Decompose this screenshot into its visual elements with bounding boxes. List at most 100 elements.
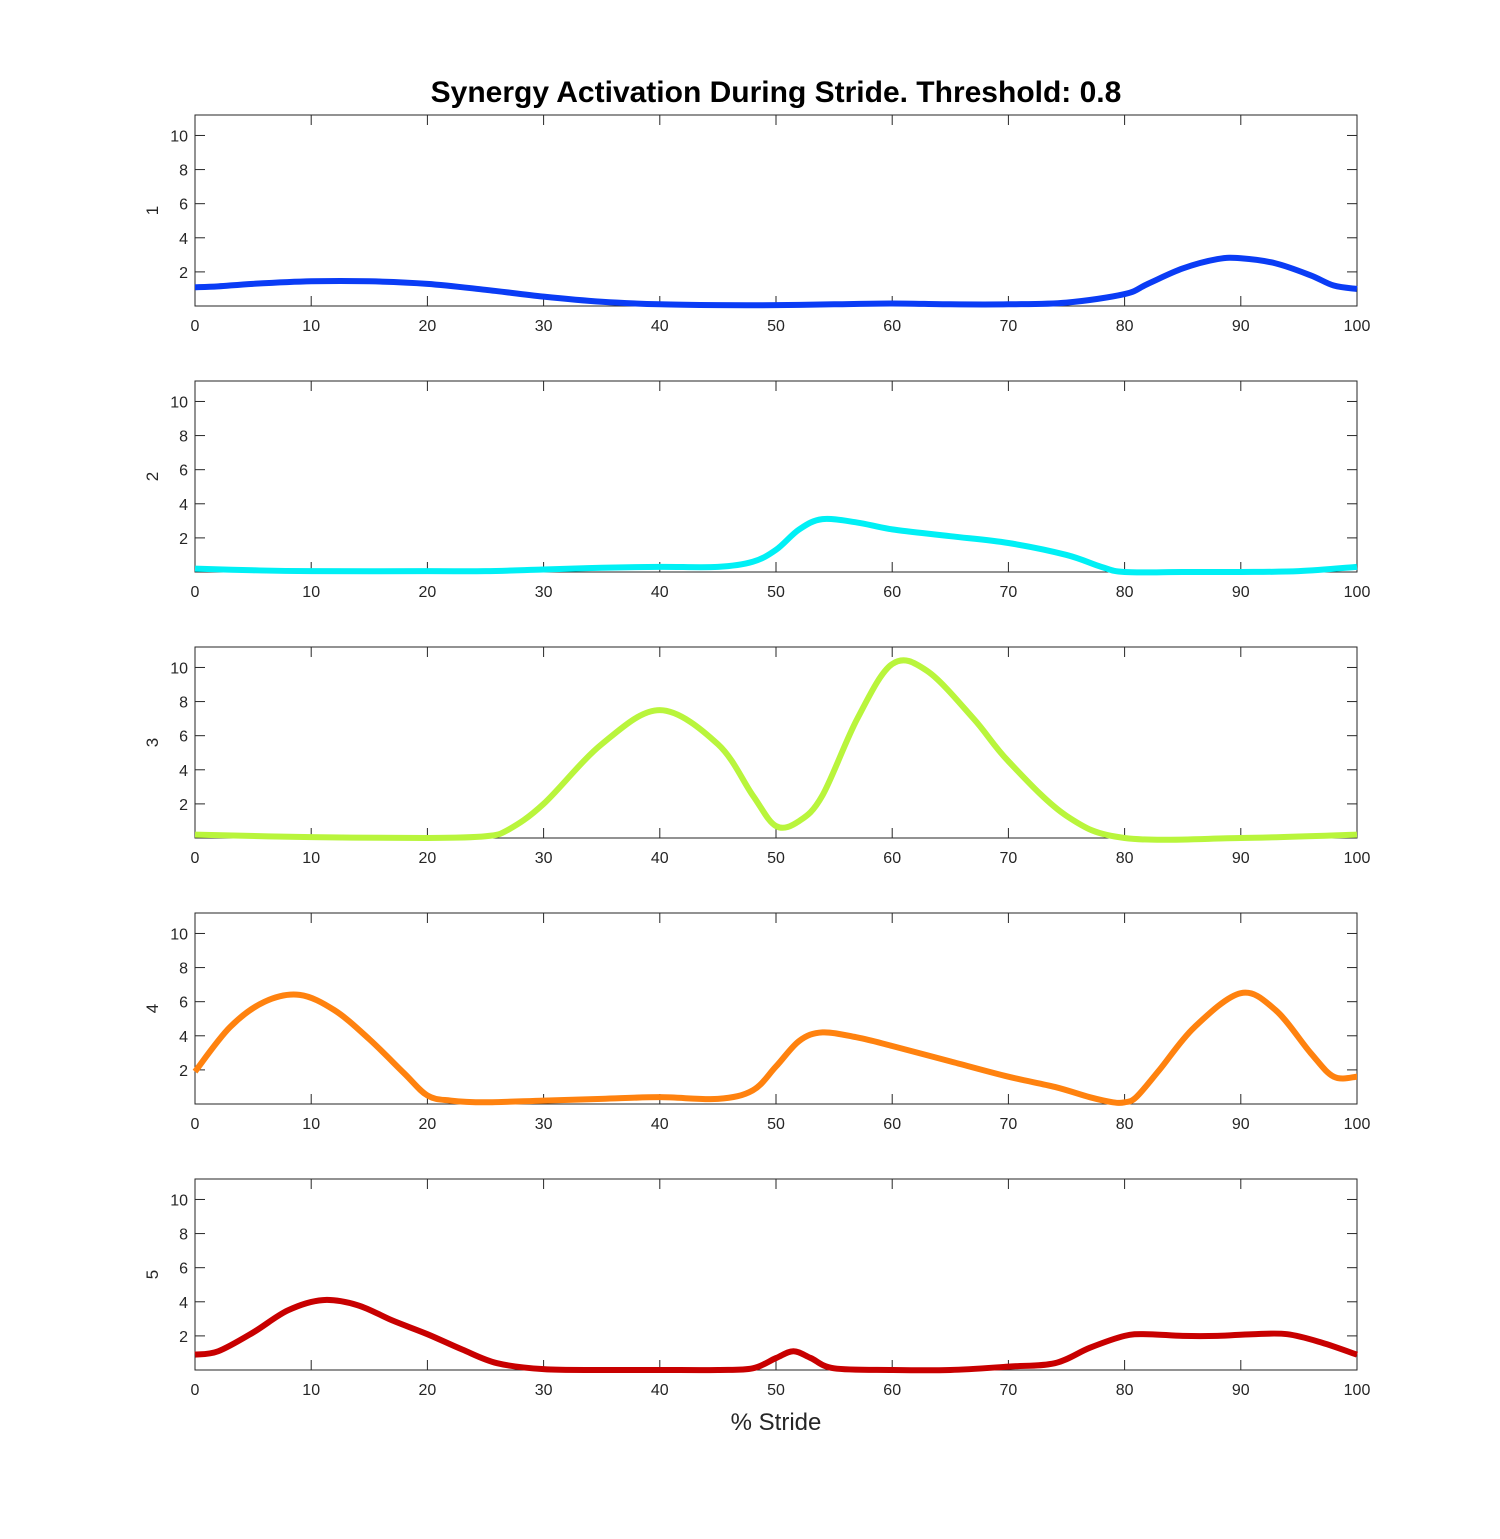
x-tick-label: 100 [1344, 1116, 1371, 1133]
series-line-4 [192, 989, 1358, 1106]
axes-frame [194, 646, 1358, 839]
x-tick-label: 10 [302, 318, 320, 335]
x-tick-label: 80 [1116, 850, 1134, 867]
x-tick-label: 50 [767, 850, 785, 867]
x-tick-label: 80 [1116, 1382, 1134, 1399]
x-tick-label: 60 [883, 1382, 901, 1399]
x-tick-label: 10 [302, 850, 320, 867]
y-tick-label: 4 [179, 497, 188, 514]
x-tick-label: 50 [767, 584, 785, 601]
x-tick-label: 50 [767, 1382, 785, 1399]
x-tick-label: 0 [191, 318, 200, 335]
x-tick-label: 50 [767, 318, 785, 335]
x-tick-label: 90 [1232, 318, 1250, 335]
y-tick-label: 6 [179, 463, 188, 480]
series-line-3 [194, 657, 1358, 843]
x-tick-label: 30 [535, 584, 553, 601]
subplot-5: 0 10 20 30 40 50 60 70 80 90 100 2 4 6 8 10 5 [143, 1178, 1371, 1399]
x-tick-label: 70 [1000, 318, 1018, 335]
x-tick-label: 20 [419, 584, 437, 601]
y-tick-label: 6 [179, 197, 188, 214]
y-tick-label: 4 [179, 1029, 188, 1046]
x-tick-label: 10 [302, 584, 320, 601]
x-tick-label: 30 [535, 318, 553, 335]
y-tick-label: 2 [179, 1329, 188, 1346]
x-tick-label: 30 [535, 1116, 553, 1133]
x-tick-label: 70 [1000, 850, 1018, 867]
x-tick-label: 80 [1116, 1116, 1134, 1133]
series-line-2 [194, 515, 1358, 576]
x-tick-label: 0 [191, 850, 200, 867]
x-tick-label: 10 [302, 1116, 320, 1133]
y-axis-label: 5 [143, 1270, 162, 1279]
x-tick-label: 40 [651, 1382, 669, 1399]
y-tick-label: 4 [179, 231, 188, 248]
x-tick-label: 60 [883, 1116, 901, 1133]
x-tick-label: 0 [191, 1382, 200, 1399]
x-tick-label: 90 [1232, 584, 1250, 601]
axes-frame [194, 912, 1358, 1105]
y-tick-label: 10 [170, 394, 188, 411]
x-tick-label: 60 [883, 318, 901, 335]
y-axis-label: 2 [143, 472, 162, 481]
y-axis-label: 3 [143, 738, 162, 747]
x-tick-label: 60 [883, 584, 901, 601]
y-tick-label: 10 [170, 1192, 188, 1209]
x-tick-label: 70 [1000, 1116, 1018, 1133]
y-tick-label: 6 [179, 1261, 188, 1278]
y-axis-label: 4 [143, 1004, 162, 1013]
subplot-2: 0 10 20 30 40 50 60 70 80 90 100 2 4 6 8 10 2 [143, 380, 1371, 601]
y-tick-label: 2 [179, 1063, 188, 1080]
x-tick-label: 20 [419, 1116, 437, 1133]
axes-frame [194, 1178, 1358, 1371]
y-tick-label: 4 [179, 1295, 188, 1312]
x-axis-label: % Stride [731, 1409, 822, 1436]
y-tick-label: 10 [170, 926, 188, 943]
x-tick-label: 20 [419, 1382, 437, 1399]
y-tick-label: 6 [179, 995, 188, 1012]
y-tick-label: 2 [179, 265, 188, 282]
x-tick-label: 100 [1344, 1382, 1371, 1399]
y-tick-label: 8 [179, 429, 188, 446]
x-tick-label: 20 [419, 850, 437, 867]
x-tick-label: 80 [1116, 584, 1134, 601]
x-tick-label: 90 [1232, 1116, 1250, 1133]
x-tick-label: 60 [883, 850, 901, 867]
x-tick-label: 70 [1000, 1382, 1018, 1399]
y-tick-label: 6 [179, 729, 188, 746]
x-tick-label: 40 [651, 1116, 669, 1133]
y-tick-label: 4 [179, 763, 188, 780]
y-tick-label: 2 [179, 797, 188, 814]
y-tick-label: 8 [179, 1227, 188, 1244]
x-tick-label: 20 [419, 318, 437, 335]
x-tick-label: 0 [191, 584, 200, 601]
x-tick-label: 10 [302, 1382, 320, 1399]
x-tick-label: 30 [535, 850, 553, 867]
subplot-4: 0 10 20 30 40 50 60 70 80 90 100 2 4 6 8 10 4 [143, 912, 1371, 1133]
x-tick-label: 50 [767, 1116, 785, 1133]
x-tick-label: 100 [1344, 850, 1371, 867]
axes-frame [194, 380, 1358, 573]
y-tick-label: 8 [179, 695, 188, 712]
x-tick-label: 80 [1116, 318, 1134, 335]
y-tick-label: 8 [179, 961, 188, 978]
x-tick-label: 40 [651, 318, 669, 335]
y-axis-label: 1 [143, 206, 162, 215]
axes-frame [194, 114, 1358, 307]
x-tick-label: 0 [191, 1116, 200, 1133]
y-tick-label: 8 [179, 163, 188, 180]
x-tick-label: 90 [1232, 850, 1250, 867]
series-line-5 [194, 1296, 1358, 1374]
y-tick-label: 10 [170, 660, 188, 677]
subplot-1: 0 10 20 30 40 50 60 70 80 90 100 2 4 6 8 10 1 [143, 114, 1370, 335]
x-tick-label: 90 [1232, 1382, 1250, 1399]
x-tick-label: 40 [651, 584, 669, 601]
y-tick-label: 2 [179, 531, 188, 548]
series-line-1 [194, 254, 1358, 309]
x-tick-label: 40 [651, 850, 669, 867]
x-tick-label: 70 [1000, 584, 1018, 601]
chart-title: Synergy Activation During Stride. Thresh… [431, 76, 1122, 109]
x-tick-label: 100 [1344, 584, 1371, 601]
